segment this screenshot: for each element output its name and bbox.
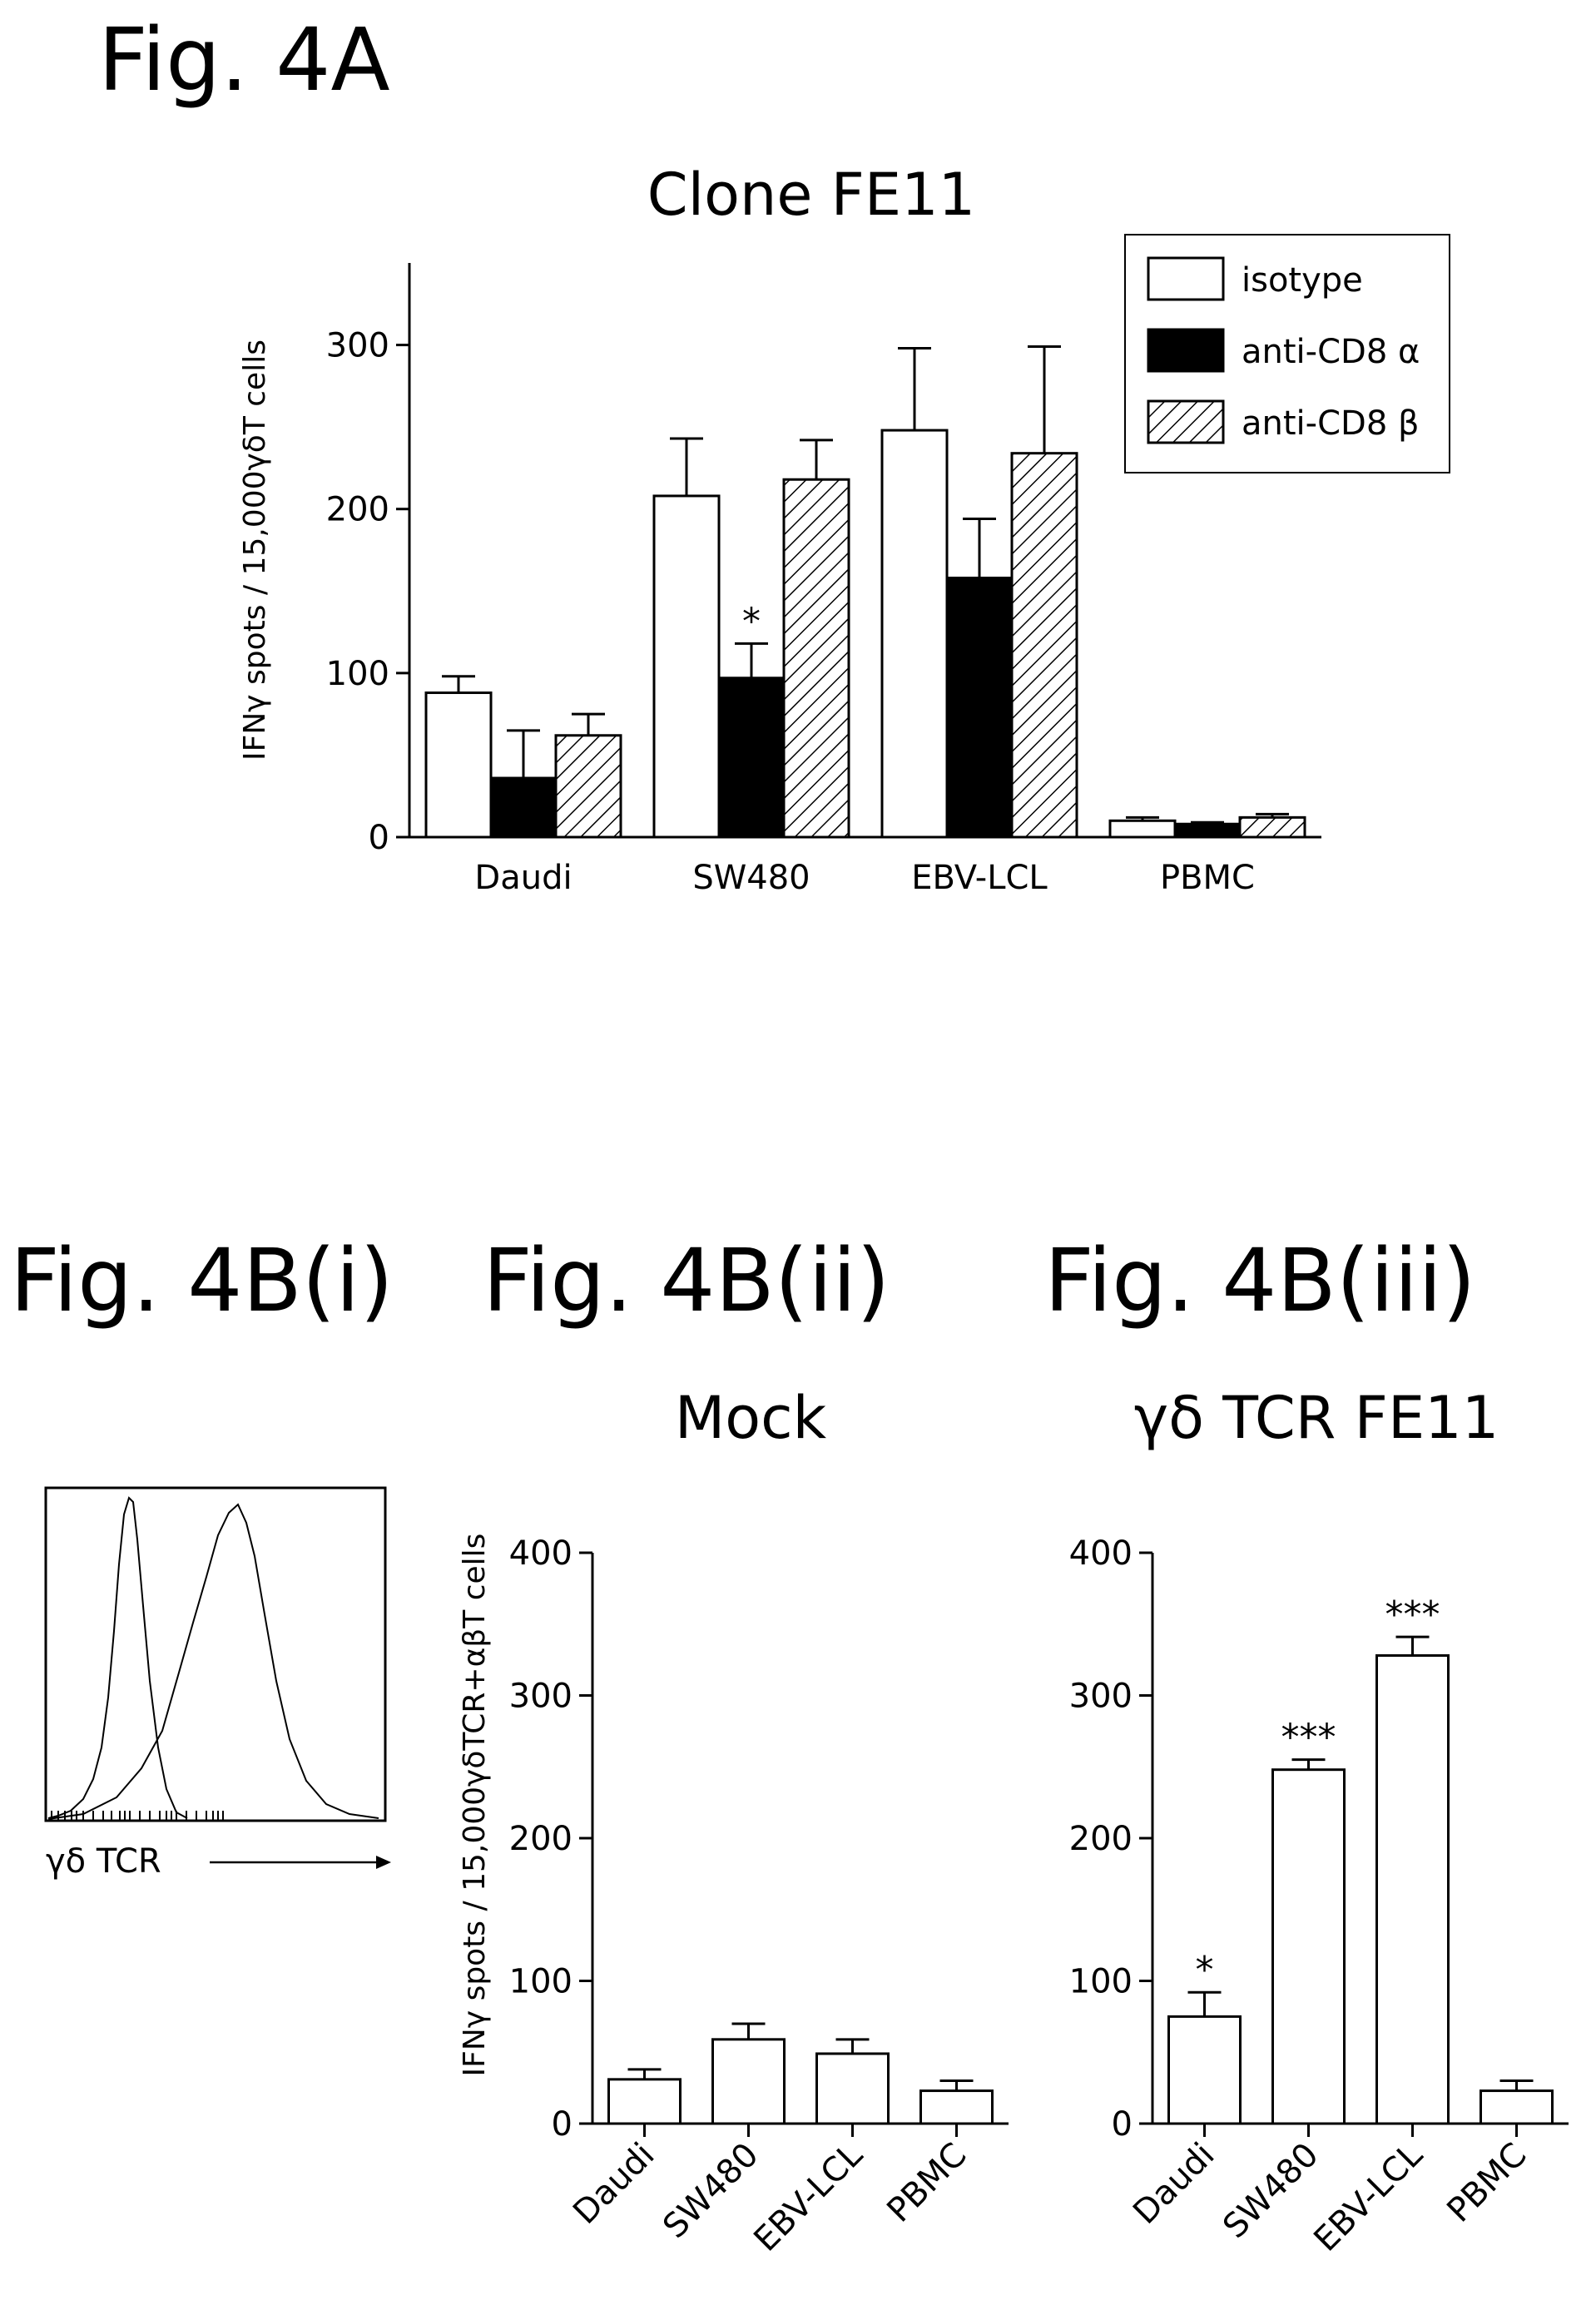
- x-tick-label: Daudi: [474, 859, 572, 897]
- y-tick-label: 0: [552, 2105, 572, 2144]
- x-tick-label: Daudi: [1126, 2136, 1222, 2232]
- x-tick-label: EBV-LCL: [911, 859, 1048, 897]
- bar-sw480-anti-cd8-: [717, 677, 786, 839]
- chart-title: γδ TCR FE11: [1134, 1384, 1499, 1452]
- chart-title: Mock: [675, 1384, 827, 1452]
- bar-pbmc-anti-cd8-: [1238, 815, 1306, 839]
- y-tick-label: 300: [509, 1678, 572, 1716]
- flow-axis-label: γδ TCR: [46, 1842, 161, 1881]
- bar-pbmc-anti-cd8-: [1173, 822, 1242, 839]
- bar-ebv-lcl: [1375, 1653, 1450, 2125]
- bar-ebv-lcl-isotype: [880, 429, 949, 839]
- x-tick-label: PBMC: [1440, 2136, 1534, 2230]
- bar-pbmc-isotype: [1108, 819, 1177, 839]
- y-tick-label: 200: [509, 1820, 572, 1858]
- bar-ebv-lcl: [815, 2052, 890, 2125]
- flow-arrow-head: [376, 1856, 391, 1869]
- y-tick-label: 200: [326, 491, 389, 529]
- legend-entry: anti-CD8 β: [1242, 404, 1420, 443]
- x-tick-label: PBMC: [1160, 859, 1255, 897]
- bar-pbmc: [1480, 2089, 1554, 2125]
- legend-swatch: [1147, 399, 1225, 444]
- flow-x-ticks: [51, 1811, 224, 1821]
- bar-daudi: [1167, 2015, 1242, 2125]
- chart-fig-4b-iii: γδ TCR FE110100200300400DaudiSW480EBV-LC…: [1069, 1384, 1569, 2259]
- y-axis-label: IFNγ spots / 15,000γδT cells: [238, 340, 272, 761]
- y-tick-label: 100: [1069, 1963, 1133, 2001]
- significance-marker: *: [742, 600, 761, 642]
- x-tick-label: EBV-LCL: [746, 2135, 870, 2259]
- legend-swatch: [1147, 328, 1225, 373]
- y-tick-label: 400: [1069, 1534, 1133, 1573]
- flow-isotype-curve: [47, 1496, 188, 1819]
- fig-4b-iii-label: Fig. 4B(iii): [1044, 1230, 1476, 1331]
- fig-4b-i-label: Fig. 4B(i): [10, 1230, 394, 1331]
- legend: isotype anti-CD8 α anti-CD8 β: [1124, 234, 1450, 473]
- legend-entry: anti-CD8 α: [1242, 333, 1420, 371]
- fig-4a-label: Fig. 4A: [98, 9, 390, 111]
- flow-plot-frame: [44, 1486, 387, 1822]
- y-axis-label: IFNγ spots / 15,000γδTCR+αβT cells: [458, 1534, 492, 2077]
- flow-histogram: γδ TCR: [44, 1486, 391, 1881]
- bar-sw480: [711, 2038, 786, 2125]
- y-tick-label: 300: [1069, 1678, 1133, 1716]
- y-tick-label: 100: [509, 1963, 572, 2001]
- bar-sw480-anti-cd8-: [782, 478, 850, 839]
- flow-tcr-curve: [47, 1503, 379, 1820]
- y-tick-label: 0: [1112, 2105, 1133, 2144]
- chart-fig-4b-ii: Mock 0 100 200 300 400 IFNγ spots / 15,000γδTC…: [458, 1384, 1009, 2259]
- bar-ebv-lcl-anti-cd8-: [1010, 452, 1078, 839]
- y-tick-label: 100: [326, 655, 389, 693]
- y-tick-label: 200: [1069, 1820, 1133, 1858]
- significance-marker: *: [1196, 1949, 1214, 1991]
- bar-daudi-anti-cd8-: [554, 734, 622, 839]
- bar-daudi-anti-cd8-: [489, 776, 558, 839]
- x-tick-label: PBMC: [880, 2136, 974, 2230]
- y-tick-label: 400: [509, 1534, 572, 1573]
- x-tick-label: SW480: [692, 859, 810, 897]
- x-tick-label: EBV-LCL: [1306, 2135, 1430, 2259]
- chart-fig-4a: Clone FE11 0 100 200 300 IFNγ spots / 15,000γ…: [238, 161, 1450, 897]
- bar-sw480-isotype: [652, 494, 721, 839]
- bar-daudi-isotype: [424, 692, 493, 839]
- bar-pbmc: [919, 2089, 994, 2125]
- bar-sw480: [1271, 1768, 1346, 2125]
- significance-marker: ***: [1385, 1594, 1440, 1636]
- legend-entry: isotype: [1242, 261, 1363, 300]
- bar-daudi: [607, 2078, 682, 2125]
- chart-title: Clone FE11: [647, 161, 975, 229]
- legend-swatch: [1147, 256, 1225, 301]
- significance-marker: ***: [1281, 1717, 1336, 1759]
- y-tick-label: 0: [369, 819, 389, 857]
- bar-ebv-lcl-anti-cd8-: [945, 577, 1014, 839]
- fig-4b-ii-label: Fig. 4B(ii): [483, 1230, 890, 1331]
- x-tick-label: Daudi: [566, 2136, 662, 2232]
- y-tick-label: 300: [326, 327, 389, 365]
